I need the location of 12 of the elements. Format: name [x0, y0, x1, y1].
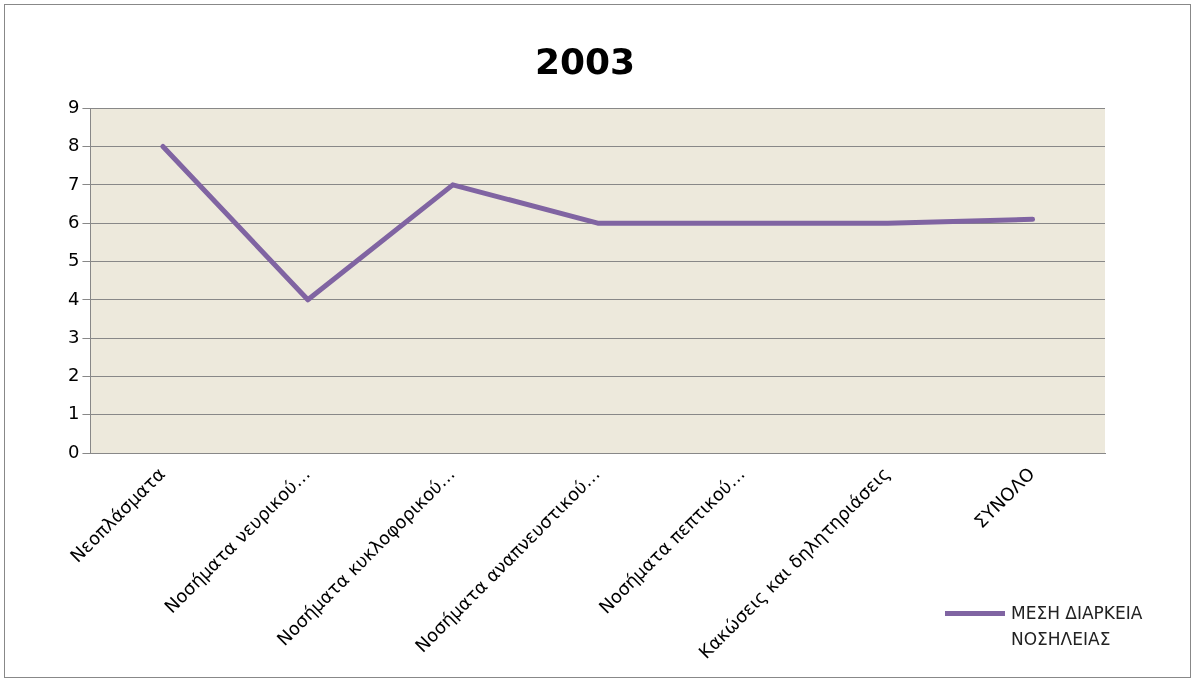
y-tick-label: 1 — [68, 402, 80, 424]
y-tick-label: 0 — [68, 440, 80, 462]
y-tick-label: 3 — [68, 325, 80, 347]
y-tick-label: 6 — [68, 210, 80, 232]
y-tick-label: 5 — [68, 249, 80, 271]
y-tick-label: 8 — [68, 134, 80, 156]
y-tick-label: 9 — [68, 95, 80, 117]
y-tick-label: 4 — [68, 287, 80, 309]
legend-label: ΜΕΣΗ ΔΙΑΡΚΕΙΑ ΝΟΣΗΛΕΙΑΣ — [1011, 602, 1144, 651]
y-tick-label: 2 — [68, 364, 80, 386]
chart-title: 2003 — [534, 40, 636, 82]
y-tick-label: 7 — [68, 172, 80, 194]
